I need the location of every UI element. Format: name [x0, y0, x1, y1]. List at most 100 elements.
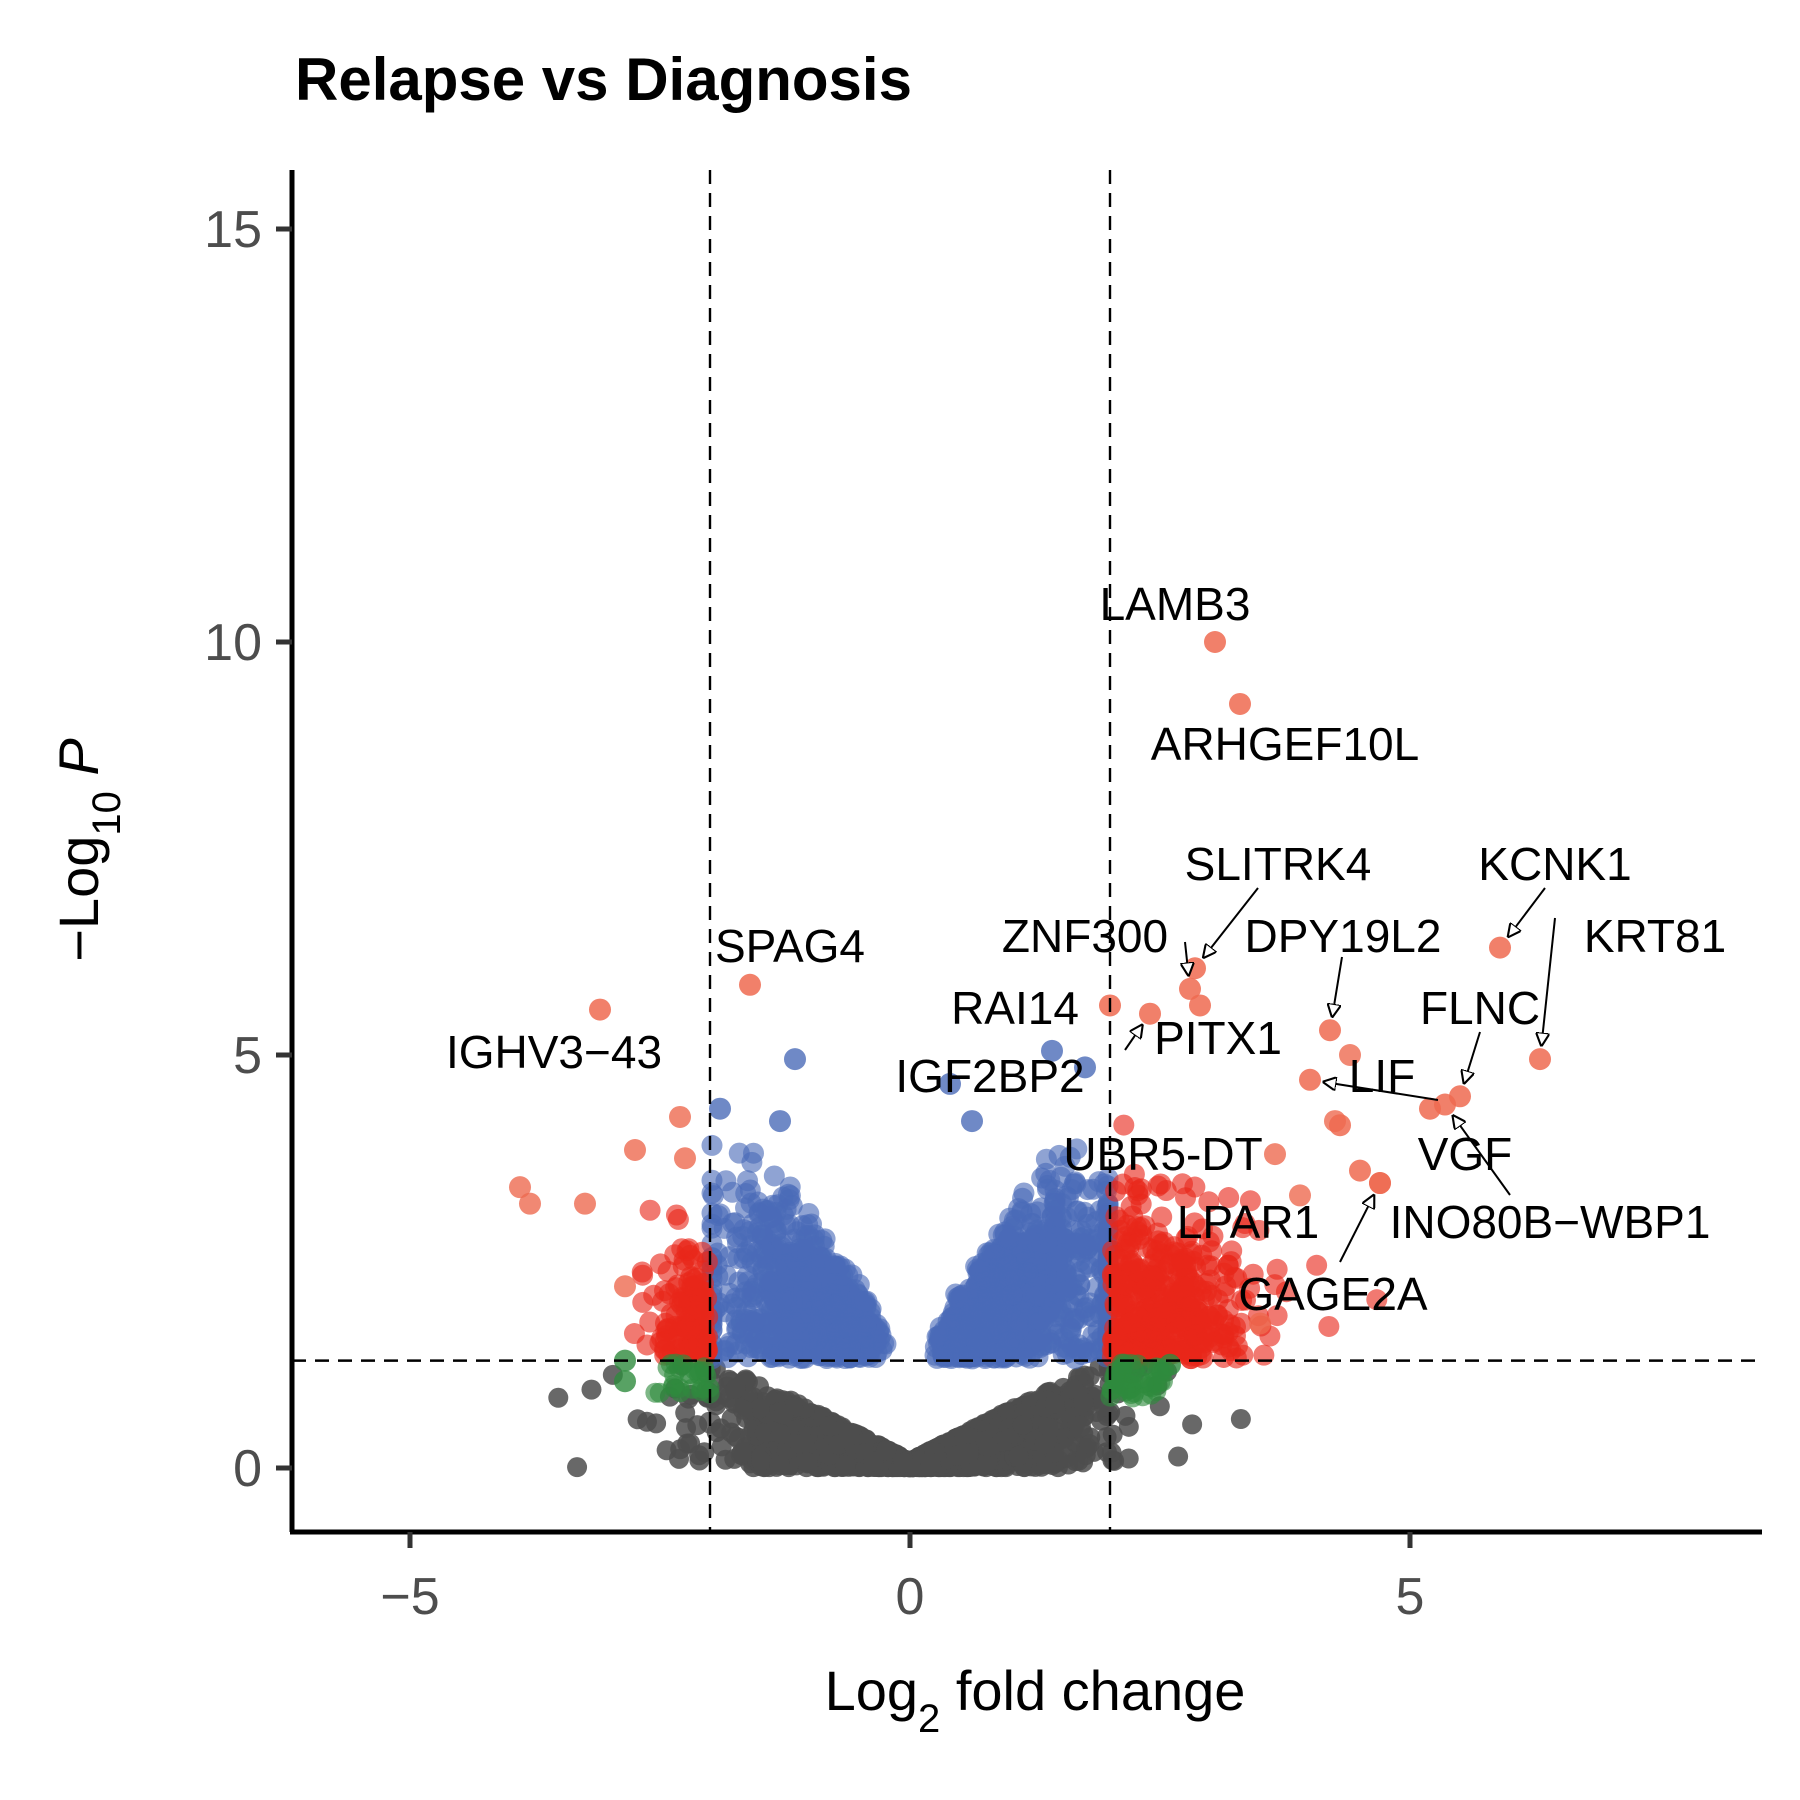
data-point-ns: [835, 1455, 856, 1476]
data-point-ns: [1044, 1393, 1065, 1414]
data-point-ns: [770, 1423, 791, 1444]
data-point-p: [1059, 1146, 1081, 1168]
data-point-extra: [519, 1192, 541, 1215]
data-point-ns: [773, 1404, 794, 1425]
data-point-ns: [794, 1433, 815, 1454]
data-point-sig: [669, 1291, 691, 1313]
data-point-ns: [581, 1379, 602, 1400]
data-point-ns: [1012, 1414, 1033, 1435]
data-point-p: [816, 1347, 838, 1369]
data-point-sig: [1215, 1275, 1237, 1297]
data-point-ns: [958, 1443, 979, 1464]
data-point-p: [790, 1296, 812, 1318]
data-point-p: [1013, 1182, 1035, 1204]
data-point-ns: [1168, 1446, 1189, 1467]
data-point-p: [1001, 1284, 1023, 1306]
data-point-ns: [893, 1452, 914, 1473]
data-point-ns: [751, 1451, 772, 1472]
data-point-ns: [732, 1399, 753, 1420]
data-point-p: [966, 1258, 988, 1280]
data-point-sig: [1173, 1276, 1195, 1298]
data-point-p: [810, 1287, 832, 1309]
data-point-sig: [1146, 1222, 1168, 1244]
data-point-p: [943, 1306, 965, 1328]
data-point-extra: [614, 1275, 636, 1298]
data-point-ns: [1079, 1434, 1100, 1455]
data-point-sig: [1163, 1336, 1185, 1358]
data-point-extra: [574, 1192, 596, 1215]
data-point-p: [1077, 1179, 1099, 1201]
data-point-sig: [1120, 1195, 1142, 1217]
data-point-sig: [697, 1306, 719, 1328]
data-point-p: [998, 1228, 1020, 1250]
data-point-ns: [958, 1427, 979, 1448]
data-point-p: [1077, 1213, 1099, 1235]
data-point-ns: [627, 1409, 648, 1430]
data-point-ns: [1008, 1446, 1029, 1467]
data-point-sig: [654, 1312, 676, 1334]
data-point-ns: [749, 1398, 770, 1419]
data-point-ns: [1182, 1414, 1203, 1435]
data-point-ns: [797, 1452, 818, 1473]
data-point-sig: [643, 1284, 665, 1306]
data-point-ns: [1034, 1434, 1055, 1455]
data-point-p: [742, 1288, 764, 1310]
data-point-ns: [1096, 1427, 1117, 1448]
data-point-p: [701, 1134, 723, 1156]
data-point-ns: [978, 1436, 999, 1457]
data-point-extra: [674, 1147, 696, 1170]
data-point-ns: [920, 1453, 941, 1474]
data-point-extra: [669, 1105, 691, 1128]
data-point-p: [1035, 1148, 1057, 1170]
data-point-p: [721, 1181, 743, 1203]
data-point-sig: [1253, 1344, 1275, 1366]
data-point-p: [763, 1165, 785, 1187]
data-point-sig: [1171, 1248, 1193, 1270]
data-point-p: [1029, 1328, 1051, 1350]
data-point-p: [760, 1272, 782, 1294]
data-point-fc: [1115, 1378, 1136, 1399]
data-point-sig: [1116, 1214, 1138, 1236]
data-point-p: [742, 1142, 764, 1164]
data-point-ns: [689, 1450, 710, 1471]
data-point-ns: [1104, 1450, 1125, 1471]
data-point-fc: [1133, 1373, 1154, 1394]
data-point-p: [1073, 1233, 1095, 1255]
data-point-p: [1056, 1264, 1078, 1286]
data-point-p: [740, 1192, 762, 1214]
data-point-sig: [696, 1251, 718, 1273]
data-point-fc: [1111, 1353, 1132, 1374]
data-point-ns: [1073, 1392, 1094, 1413]
data-point-p: [958, 1345, 980, 1367]
data-point-sig: [639, 1199, 661, 1221]
data-point-p: [1052, 1336, 1074, 1358]
data-point-p: [756, 1311, 778, 1333]
data-point-p: [1011, 1201, 1033, 1223]
data-point-p: [835, 1315, 857, 1337]
data-point-p: [779, 1259, 801, 1281]
data-point-p: [1028, 1308, 1050, 1330]
data-point-p: [1018, 1229, 1040, 1251]
data-point-p: [980, 1323, 1002, 1345]
data-point-p: [740, 1337, 762, 1359]
data-point-sig: [1105, 1180, 1127, 1202]
data-point-ns: [863, 1451, 884, 1472]
data-point-p: [804, 1254, 826, 1276]
data-point-p: [979, 1276, 1001, 1298]
data-point-ns: [1118, 1416, 1139, 1437]
data-point-p: [749, 1216, 771, 1238]
data-point-ns: [567, 1457, 588, 1478]
data-point-sig: [672, 1255, 694, 1277]
data-point-sig: [1110, 1249, 1132, 1271]
data-point-ns: [977, 1451, 998, 1472]
data-point-p: [983, 1244, 1005, 1266]
data-point-sig: [1211, 1334, 1233, 1356]
data-point-sig: [623, 1323, 645, 1345]
data-point-p: [801, 1213, 823, 1235]
data-point-p: [951, 1287, 973, 1309]
data-point-ns: [725, 1378, 746, 1399]
data-point-sig: [667, 1208, 689, 1230]
data-point-ns: [1230, 1409, 1251, 1430]
data-point-p: [1037, 1178, 1059, 1200]
